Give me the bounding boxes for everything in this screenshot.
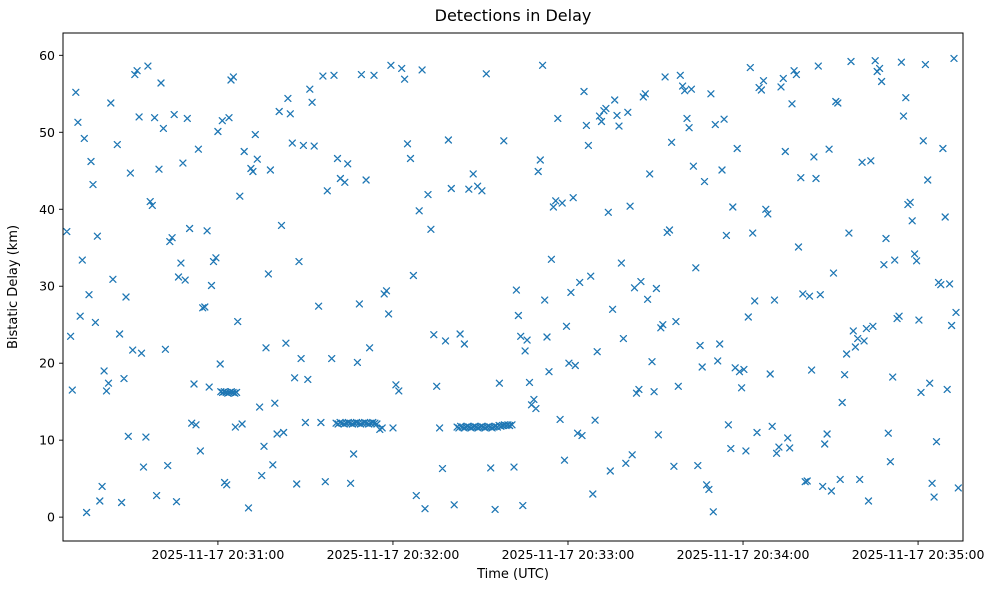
x-tick-label: 2025-11-17 20:33:00 (502, 547, 635, 562)
y-tick-label: 30 (39, 279, 55, 294)
x-tick-label: 2025-11-17 20:31:00 (152, 547, 285, 562)
plot-generated-content: 2025-11-17 20:31:00 2025-11-17 20:32:00 20… (39, 48, 984, 562)
y-tick-label: 60 (39, 48, 55, 63)
chart-title: Detections in Delay (435, 6, 592, 25)
y-tick-label: 0 (47, 510, 55, 525)
x-tick-label: 2025-11-17 20:32:00 (327, 547, 460, 562)
y-tick-label: 20 (39, 356, 55, 371)
y-tick-label: 50 (39, 125, 55, 140)
plot-border (62, 32, 964, 542)
scatter-points (63, 54, 962, 517)
x-axis-label: Time (UTC) (476, 567, 549, 582)
y-tick-label: 10 (39, 433, 55, 448)
x-tick-label: 2025-11-17 20:35:00 (852, 547, 985, 562)
y-tick-label: 40 (39, 202, 55, 217)
y-axis-label: Bistatic Delay (km) (6, 225, 21, 349)
x-tick-label: 2025-11-17 20:34:00 (677, 547, 810, 562)
